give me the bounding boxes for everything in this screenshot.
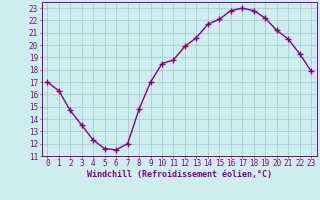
X-axis label: Windchill (Refroidissement éolien,°C): Windchill (Refroidissement éolien,°C): [87, 170, 272, 179]
